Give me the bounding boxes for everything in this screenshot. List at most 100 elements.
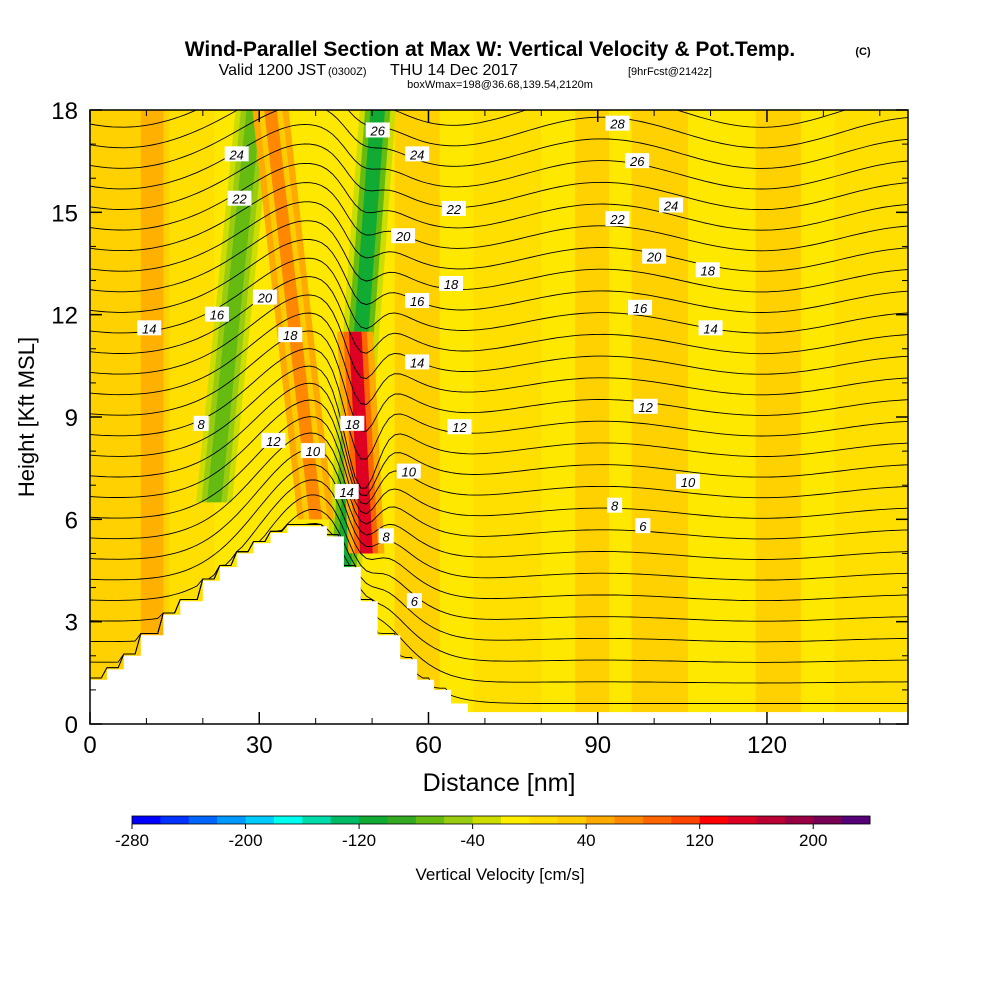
contour-label-8: 10	[300, 443, 325, 459]
contour-label-18: 16	[405, 293, 430, 309]
contour-label-text: 18	[345, 417, 360, 432]
contour-label-bg	[193, 415, 209, 431]
contour-label-bg	[365, 122, 390, 138]
theta-contour-21	[90, 201, 908, 272]
contour-label-bg	[278, 327, 303, 343]
theta-contour-11	[90, 382, 908, 496]
colorbar-swatch	[501, 816, 530, 824]
colorbar-swatch	[784, 816, 814, 824]
contour-label-bg	[635, 518, 651, 534]
contour-label-9: 18	[340, 415, 365, 432]
contour-label-bg	[695, 262, 720, 278]
contour-label-32: 8	[607, 497, 623, 514]
chart-title: Wind-Parallel Section at Max W: Vertical…	[185, 38, 796, 61]
colorbar-swatch	[614, 816, 644, 824]
colorbar-swatch	[699, 816, 729, 824]
contour-label-text: 20	[395, 229, 411, 244]
contour-labels: 24 22 20 16 14 18 8 12 10 18 14 8 6 26 24 22 20 18 16 14 12 1…	[137, 115, 723, 609]
contour-label-bg	[675, 473, 700, 489]
theta-contour-16	[90, 294, 908, 380]
contour-label-21: 10	[396, 463, 421, 480]
contour-label-text: 14	[339, 485, 353, 500]
contour-label-17: 18	[439, 275, 464, 292]
theta-contour-19	[90, 239, 908, 313]
theta-contour-24	[90, 143, 908, 211]
contour-label-text: 26	[369, 123, 385, 138]
contour-label-text: 18	[444, 277, 459, 292]
colorbar-tick-label: -280	[115, 831, 149, 850]
contour-label-bg	[252, 289, 277, 305]
theta-contour-29	[90, 93, 908, 107]
contour-label-text: 12	[452, 420, 467, 435]
colorbar-swatch	[302, 816, 332, 824]
colorbar-swatch	[728, 816, 757, 824]
contour-label-text: 16	[633, 301, 648, 316]
contour-label-bg	[378, 528, 394, 544]
subtitle-utc: (0300Z)	[328, 66, 367, 78]
y-tick-label: 3	[65, 610, 78, 637]
colorbar-swatch	[529, 816, 559, 824]
subtitle-box: boxWmax=198@36.68,139.54,2120m	[407, 79, 593, 91]
contour-label-31: 10	[675, 473, 700, 490]
colorbar-label: Vertical Velocity [cm/s]	[415, 865, 584, 884]
colorbar-swatch	[671, 816, 701, 824]
contour-label-13: 26	[365, 122, 390, 138]
contour-label-text: 16	[210, 308, 225, 323]
x-tick-label: 0	[83, 732, 96, 759]
colorbar-swatch	[586, 816, 616, 824]
contour-label-text: 14	[410, 355, 424, 370]
contour-label-text: 10	[306, 444, 321, 459]
y-axis-label: Height [Kft MSL]	[14, 337, 39, 497]
y-tick-label: 9	[65, 405, 78, 432]
contour-label-bg	[439, 275, 464, 291]
contour-label-text: 22	[609, 212, 625, 227]
contour-label-text: 10	[402, 465, 417, 480]
contour-label-22: 28	[605, 115, 630, 132]
y-tick-label: 0	[65, 712, 78, 739]
theta-contour-23	[90, 162, 908, 231]
contour-label-2: 20	[252, 289, 277, 306]
contour-label-12: 6	[406, 593, 422, 609]
theta-contour-12	[90, 365, 908, 489]
contour-label-11: 8	[378, 528, 394, 544]
contour-label-0: 24	[224, 146, 249, 162]
contour-label-bg	[633, 398, 658, 414]
contour-label-bg	[391, 228, 416, 244]
contour-label-25: 22	[605, 211, 630, 227]
theta-contour-9	[90, 416, 908, 519]
contour-label-text: 26	[629, 154, 645, 169]
field-band-4	[473, 110, 542, 724]
theta-contour-7	[90, 448, 908, 560]
theta-contour-15	[90, 312, 908, 405]
contour-label-text: 20	[646, 250, 662, 265]
colorbar-swatch	[245, 816, 275, 824]
contour-label-bg	[642, 248, 667, 264]
colorbar-frame	[131, 815, 871, 825]
contour-label-text: 6	[639, 519, 647, 534]
colorbar-swatch	[330, 816, 360, 824]
contour-label-3: 16	[204, 306, 229, 323]
colorbar-swatch	[188, 816, 218, 824]
contour-label-16: 20	[391, 228, 416, 244]
plot-area: 24 22 20 16 14 18 8 12 10 18 14 8 6 26 24 22 20 18 16 14 12 1…	[90, 93, 908, 724]
colorbar-swatch	[217, 816, 247, 824]
theta-contour-8	[90, 432, 908, 540]
contour-label-19: 14	[405, 354, 430, 370]
contour-label-text: 18	[283, 328, 298, 343]
field-band-5	[575, 110, 610, 724]
contour-label-text: 24	[663, 199, 678, 214]
contour-label-bg	[340, 415, 365, 431]
theta-contour-18	[90, 257, 908, 334]
theta-contour-26	[90, 110, 908, 169]
contour-label-33: 6	[635, 518, 651, 534]
contour-label-bg	[607, 497, 623, 513]
contour-label-text: 24	[409, 147, 424, 162]
contour-label-1: 22	[227, 190, 252, 207]
contour-label-bg	[605, 211, 630, 227]
theta-contour-27	[90, 110, 908, 149]
contour-label-bg	[628, 299, 653, 315]
contour-label-bg	[396, 463, 421, 479]
axes: 0 30 60 90 120 0 3 6 9 12 15 18	[51, 98, 908, 759]
colorbar-swatch	[160, 816, 190, 824]
chart-subtitle: Valid 1200 JST (0300Z) THU 14 Dec 2017 […	[219, 62, 712, 79]
